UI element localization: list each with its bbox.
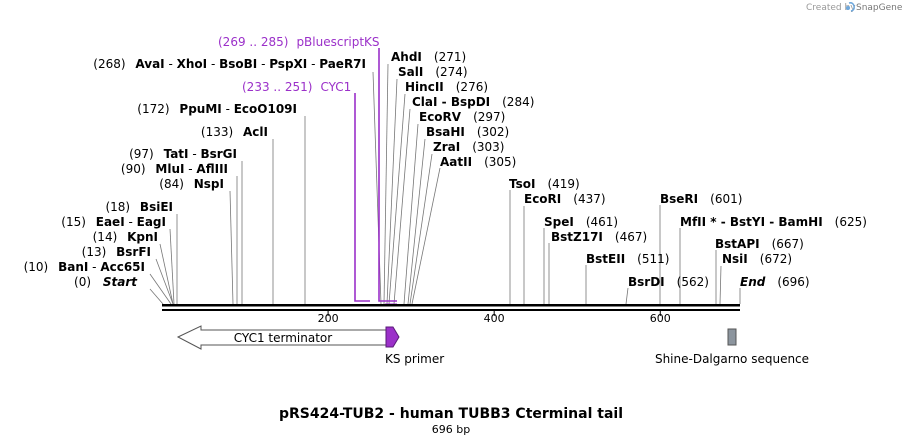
site-label-bsteii: BstEII (511) (586, 252, 669, 266)
site-label-eaei-group: (15) EaeI - EagI (61, 215, 166, 229)
site-label-acli: (133) AclI (201, 125, 268, 139)
site-label-bani-group: (10) BanI - Acc65I (24, 260, 145, 274)
feature-label: Shine-Dalgarno sequence (655, 352, 809, 366)
site-label-aatii: AatII (305) (440, 155, 516, 169)
site-label-spei: SpeI (461) (544, 215, 618, 229)
site-label-bsrdi: BsrDI (562) (628, 275, 709, 289)
ruler-label-400: 400 (484, 312, 505, 325)
primer-name: CYC1 (320, 80, 351, 94)
primer-label-pbluescriptks: (269 .. 285) pBluescriptKS (218, 35, 380, 49)
site-label-ahdi: AhdI (271) (391, 50, 466, 64)
site-label-kpni: (14) KpnI (93, 230, 158, 244)
ruler-label-200: 200 (318, 312, 339, 325)
site-label-ppumi-group: (172) PpuMI - EcoO109I (137, 102, 297, 116)
primer-label-cyc1: (233 .. 251) CYC1 (242, 80, 351, 94)
feature-box-icon (727, 328, 737, 346)
ruler: 200 400 600 (318, 311, 671, 325)
feature-label: CYC1 terminator (234, 331, 333, 345)
site-label-bstz17i: BstZ17I (467) (551, 230, 647, 244)
site-label-clai-group: ClaI - BspDI (284) (412, 95, 534, 109)
site-label-zrai: ZraI (303) (433, 140, 504, 154)
site-label-tsoi: TsoI (419) (509, 177, 580, 191)
credit-prefix: Created by (806, 3, 856, 13)
ruler-label-600: 600 (650, 312, 671, 325)
site-label-ecori: EcoRI (437) (524, 192, 606, 206)
site-label-bsiei: (18) BsiEI (105, 200, 173, 214)
site-label-bstapi: BstAPI (667) (715, 237, 804, 251)
site-label-bsahi: BsaHI (302) (426, 125, 509, 139)
map-length: 696 bp (432, 423, 470, 436)
sequence-backbone (162, 304, 740, 311)
site-label-start: (0) Start (74, 275, 138, 289)
right-site-labels: AhdI (271) SalI (274) HincII (276) ClaI - B… (391, 50, 867, 289)
site-label-tati-group: (97) TatI - BsrGI (129, 147, 237, 161)
site-label-mfii-group: MfII * - BstYI - BamHI (625) (680, 215, 867, 229)
feature-ks-primer[interactable]: KS primer (385, 326, 444, 366)
primer-name: pBluescriptKS (296, 35, 379, 49)
credit-app: SnapGene (856, 3, 903, 13)
feature-label: KS primer (385, 352, 444, 366)
site-label-avai-group: (268) AvaI - XhoI - BsoBI - PspXI - PaeR… (93, 57, 366, 71)
leader-lines (149, 63, 741, 305)
primer-pos: (233 .. 251) (242, 80, 312, 94)
primer-markers (354, 48, 397, 305)
site-label-end: End (696) (740, 275, 810, 289)
primer-pos: (269 .. 285) (218, 35, 288, 49)
map-title: pRS424-TUB2 - human TUBB3 Cterminal tail (279, 406, 623, 422)
right-arrow-icon (385, 326, 400, 348)
snapgene-logo-icon (846, 2, 855, 12)
site-label-ecorv: EcoRV (297) (419, 110, 505, 124)
site-label-mlui-group: (90) MluI - AflIII (121, 162, 228, 176)
site-label-nspi: (84) NspI (159, 177, 224, 191)
site-label-nsii: NsiI (672) (722, 252, 792, 266)
site-label-bseri: BseRI (601) (660, 192, 742, 206)
site-label-hincii: HincII (276) (405, 80, 488, 94)
site-label-bsrfi: (13) BsrFI (82, 245, 151, 259)
feature-shine-dalgarno[interactable]: Shine-Dalgarno sequence (655, 328, 809, 366)
site-label-sali: SalI (274) (398, 65, 468, 79)
feature-cyc1-terminator[interactable]: CYC1 terminator (176, 325, 387, 350)
